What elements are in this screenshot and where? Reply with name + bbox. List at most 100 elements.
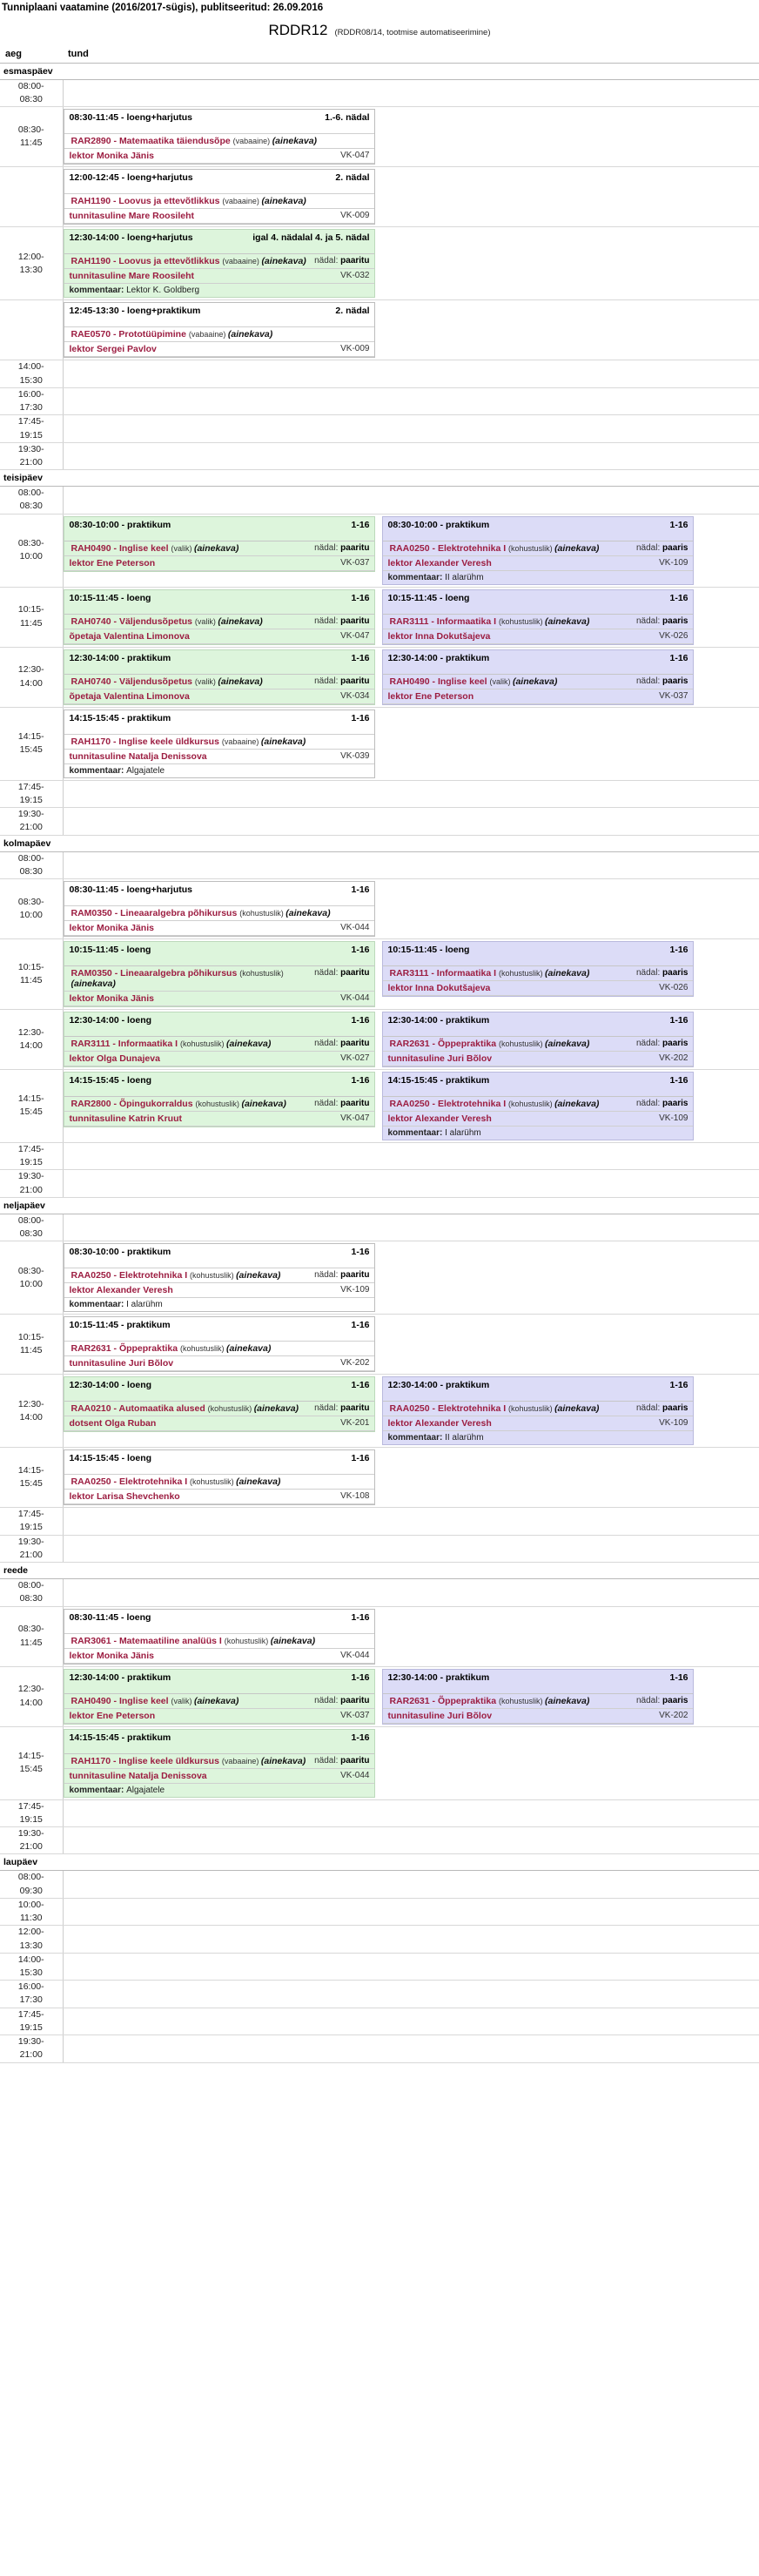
subject-link[interactable]: RAH0740 - Väljendusõpetus (valik) (ainek… xyxy=(71,676,263,687)
curriculum-link[interactable]: (ainekava) xyxy=(272,136,318,147)
subject-link[interactable]: RAH0490 - Inglise keel (valik) (ainekava… xyxy=(71,543,239,554)
subject-link[interactable]: RAR2800 - Õpingukorraldus (kohustuslik) … xyxy=(71,1099,286,1109)
teacher-name[interactable]: lektor Monika Jänis xyxy=(69,992,154,1004)
subject-link[interactable]: RAH1170 - Inglise keele üldkursus (vabaa… xyxy=(71,736,306,747)
teacher-name[interactable]: lektor Ene Peterson xyxy=(387,690,474,702)
subject-link[interactable]: RAM0350 - Lineaaralgebra põhikursus (koh… xyxy=(71,968,310,989)
teacher-name[interactable]: tunnitasuline Natalja Denissova xyxy=(69,750,207,762)
lesson-block[interactable]: 14:15-15:45 - praktikum 1-16 RAH1170 - Ing… xyxy=(63,709,375,778)
curriculum-link[interactable]: (ainekava) xyxy=(236,1476,281,1488)
curriculum-link[interactable]: (ainekava) xyxy=(554,1403,600,1415)
teacher-name[interactable]: lektor Monika Jänis xyxy=(69,151,154,162)
curriculum-link[interactable]: (ainekava) xyxy=(260,1755,306,1766)
teacher-name[interactable]: lektor Sergei Pavlov xyxy=(69,344,157,355)
curriculum-link[interactable]: (ainekava) xyxy=(225,1343,272,1355)
subject-link[interactable]: RAE0570 - Prototüüpimine (vabaaine) (ain… xyxy=(71,329,273,340)
curriculum-link[interactable]: (ainekava) xyxy=(285,907,331,918)
teacher-name[interactable]: lektor Alexander Veresh xyxy=(387,557,492,568)
lesson-block[interactable]: 10:15-11:45 - loeng 1-16 RAR3111 - Informa… xyxy=(381,940,694,997)
curriculum-link[interactable]: (ainekava) xyxy=(544,1695,590,1706)
curriculum-link[interactable]: (ainekava) xyxy=(544,967,590,979)
lesson-block[interactable]: 08:30-10:00 - praktikum 1-16 RAH0490 - Ing… xyxy=(63,515,375,572)
subject-link[interactable]: RAR3061 - Matemaatiline analüüs I (kohus… xyxy=(71,1636,316,1646)
lesson-block[interactable]: 10:15-11:45 - loeng 1-16 RAH0740 - Väljend… xyxy=(63,589,375,645)
lesson-block[interactable]: 10:15-11:45 - loeng 1-16 RAR3111 - Informa… xyxy=(381,589,694,645)
curriculum-link[interactable]: (ainekava) xyxy=(554,542,600,554)
lesson-block[interactable]: 12:30-14:00 - praktikum 1-16 RAH0490 - Ing… xyxy=(63,1668,375,1725)
teacher-name[interactable]: lektor Monika Jänis xyxy=(69,922,154,933)
curriculum-link[interactable]: (ainekava) xyxy=(512,676,558,687)
lesson-block[interactable]: 10:15-11:45 - loeng 1-16 RAM0350 - Lineaar… xyxy=(63,940,375,1007)
curriculum-link[interactable]: (ainekava) xyxy=(71,978,116,989)
subject-link[interactable]: RAH0740 - Väljendusõpetus (valik) (ainek… xyxy=(71,616,263,627)
lesson-block[interactable]: 12:30-14:00 - loeng 1-16 RAA0210 - Automaa… xyxy=(63,1376,375,1433)
teacher-name[interactable]: lektor Monika Jänis xyxy=(69,1650,154,1661)
lesson-block[interactable]: 08:30-10:00 - praktikum 1-16 RAA0250 - Ele… xyxy=(381,515,694,585)
teacher-name[interactable]: tunnitasuline Mare Roosileht xyxy=(69,211,195,222)
subject-link[interactable]: RAR2631 - Õppepraktika (kohustuslik) (ai… xyxy=(390,1039,590,1049)
curriculum-link[interactable]: (ainekava) xyxy=(261,196,306,207)
teacher-name[interactable]: lektor Larisa Shevchenko xyxy=(69,1491,180,1503)
lesson-block[interactable]: 14:15-15:45 - praktikum 1-16 RAH1170 - Ing… xyxy=(63,1728,375,1798)
subject-link[interactable]: RAR2631 - Õppepraktika (kohustuslik) (ai… xyxy=(390,1696,590,1706)
subject-link[interactable]: RAH1170 - Inglise keele üldkursus (vabaa… xyxy=(71,1756,306,1766)
subject-link[interactable]: RAA0250 - Elektrotehnika I (kohustuslik)… xyxy=(71,1476,281,1487)
curriculum-link[interactable]: (ainekava) xyxy=(554,1098,600,1109)
teacher-name[interactable]: tunnitasuline Katrin Kruut xyxy=(69,1113,183,1124)
lesson-block[interactable]: 12:30-14:00 - loeng+harjutus igal 4. näda… xyxy=(63,229,375,299)
curriculum-link[interactable]: (ainekava) xyxy=(218,676,263,687)
subject-link[interactable]: RAA0210 - Automaatika alused (kohustusli… xyxy=(71,1403,299,1414)
curriculum-link[interactable]: (ainekava) xyxy=(270,1635,316,1646)
lesson-block[interactable]: 08:30-10:00 - praktikum 1-16 RAA0250 - Ele… xyxy=(63,1243,375,1313)
lesson-block[interactable]: 12:30-14:00 - praktikum 1-16 RAH0740 - Väl… xyxy=(63,649,375,705)
teacher-name[interactable]: lektor Alexander Veresh xyxy=(69,1285,173,1296)
lesson-block[interactable]: 08:30-11:45 - loeng+harjutus 1-16 RAM0350 … xyxy=(63,880,375,937)
teacher-name[interactable]: tunnitasuline Mare Roosileht xyxy=(69,271,195,282)
subject-link[interactable]: RAA0250 - Elektrotehnika I (kohustuslik)… xyxy=(390,543,600,554)
curriculum-link[interactable]: (ainekava) xyxy=(236,1270,281,1281)
subject-link[interactable]: RAA0250 - Elektrotehnika I (kohustuslik)… xyxy=(71,1270,281,1281)
lesson-block[interactable]: 12:30-14:00 - loeng 1-16 RAR3111 - Informa… xyxy=(63,1011,375,1067)
teacher-name[interactable]: tunnitasuline Juri Bõlov xyxy=(387,1053,493,1064)
subject-link[interactable]: RAH0490 - Inglise keel (valik) (ainekava… xyxy=(390,676,558,687)
lesson-block[interactable]: 12:30-14:00 - praktikum 1-16 RAR2631 - Õpp… xyxy=(381,1011,694,1067)
subject-link[interactable]: RAR3111 - Informaatika I (kohustuslik) (… xyxy=(390,968,590,979)
teacher-name[interactable]: tunnitasuline Juri Bõlov xyxy=(69,1358,174,1369)
teacher-name[interactable]: õpetaja Valentina Limonova xyxy=(69,630,190,642)
teacher-name[interactable]: lektor Olga Dunajeva xyxy=(69,1053,160,1064)
curriculum-link[interactable]: (ainekava) xyxy=(544,615,590,627)
curriculum-link[interactable]: (ainekava) xyxy=(225,1038,272,1049)
subject-link[interactable]: RAM0350 - Lineaaralgebra põhikursus (koh… xyxy=(71,908,331,918)
teacher-name[interactable]: lektor Alexander Veresh xyxy=(387,1418,492,1429)
curriculum-link[interactable]: (ainekava) xyxy=(544,1038,590,1049)
teacher-name[interactable]: tunnitasuline Natalja Denissova xyxy=(69,1770,207,1781)
teacher-name[interactable]: õpetaja Valentina Limonova xyxy=(69,690,190,702)
curriculum-link[interactable]: (ainekava) xyxy=(253,1403,299,1415)
lesson-block[interactable]: 08:30-11:45 - loeng 1-16 RAR3061 - Matemaa… xyxy=(63,1608,375,1665)
lesson-block[interactable]: 12:30-14:00 - praktikum 1-16 RAR2631 - Õpp… xyxy=(381,1668,694,1725)
teacher-name[interactable]: lektor Alexander Veresh xyxy=(387,1113,492,1124)
curriculum-link[interactable]: (ainekava) xyxy=(193,542,239,554)
subject-link[interactable]: RAH0490 - Inglise keel (valik) (ainekava… xyxy=(71,1696,239,1706)
lesson-block[interactable]: 12:00-12:45 - loeng+harjutus 2. nädal RAH1… xyxy=(63,169,375,225)
teacher-name[interactable]: lektor Inna Dokutšajeva xyxy=(387,630,491,642)
lesson-block[interactable]: 12:45-13:30 - loeng+praktikum 2. nädal RAE… xyxy=(63,302,375,359)
lesson-block[interactable]: 12:30-14:00 - praktikum 1-16 RAA0250 - Ele… xyxy=(381,1376,694,1446)
curriculum-link[interactable]: (ainekava) xyxy=(241,1098,286,1109)
subject-link[interactable]: RAR2890 - Matemaatika täiendusõpe (vabaa… xyxy=(71,136,318,146)
teacher-name[interactable]: lektor Ene Peterson xyxy=(69,557,156,568)
subject-link[interactable]: RAH1190 - Loovus ja ettevõtlikkus (vabaa… xyxy=(71,256,306,266)
curriculum-link[interactable]: (ainekava) xyxy=(218,615,263,627)
subject-link[interactable]: RAR2631 - Õppepraktika (kohustuslik) (ai… xyxy=(71,1343,272,1354)
teacher-name[interactable]: dotsent Olga Ruban xyxy=(69,1418,157,1429)
teacher-name[interactable]: tunnitasuline Juri Bõlov xyxy=(387,1710,493,1721)
lesson-block[interactable]: 08:30-11:45 - loeng+harjutus 1.-6. nädal R… xyxy=(63,109,375,165)
curriculum-link[interactable]: (ainekava) xyxy=(227,329,273,340)
lesson-block[interactable]: 12:30-14:00 - praktikum 1-16 RAH0490 - Ing… xyxy=(381,649,694,705)
teacher-name[interactable]: lektor Inna Dokutšajeva xyxy=(387,982,491,993)
subject-link[interactable]: RAH1190 - Loovus ja ettevõtlikkus (vabaa… xyxy=(71,196,306,206)
lesson-block[interactable]: 14:15-15:45 - loeng 1-16 RAA0250 - Elektro… xyxy=(63,1449,375,1506)
subject-link[interactable]: RAA0250 - Elektrotehnika I (kohustuslik)… xyxy=(390,1403,600,1414)
subject-link[interactable]: RAR3111 - Informaatika I (kohustuslik) (… xyxy=(390,616,590,627)
lesson-block[interactable]: 10:15-11:45 - praktikum 1-16 RAR2631 - Õpp… xyxy=(63,1316,375,1373)
